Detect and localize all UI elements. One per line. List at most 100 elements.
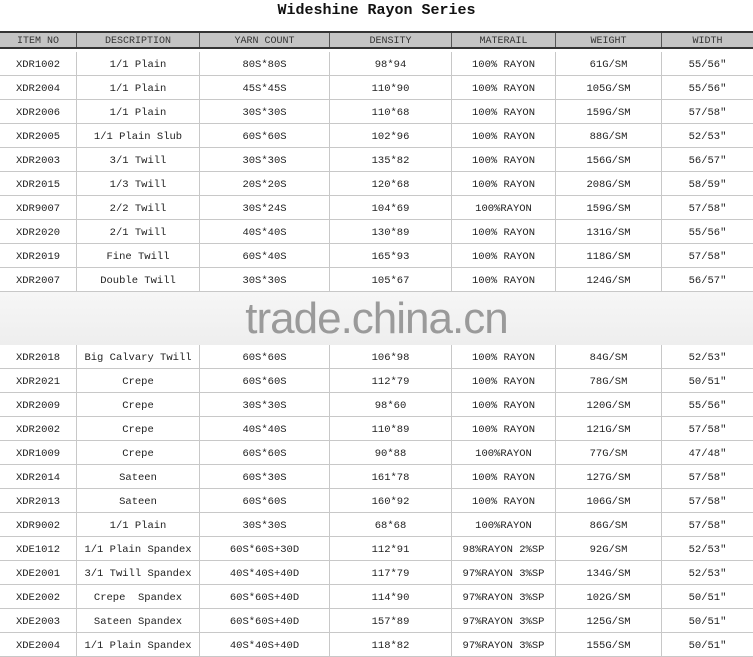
cell-item-no: XDR2007	[0, 268, 77, 291]
cell-weight: 120G/SM	[556, 393, 662, 416]
cell-density: 135*82	[330, 148, 452, 171]
cell-density: 105*67	[330, 268, 452, 291]
header-weight: WEIGHT	[556, 33, 662, 47]
cell-weight: 134G/SM	[556, 561, 662, 584]
cell-item-no: XDE1012	[0, 537, 77, 560]
table-row: XDR2014 Sateen 60S*30S 161*78 100% RAYON 127G…	[0, 465, 753, 489]
cell-item-no: XDR2019	[0, 244, 77, 267]
cell-item-no: XDR2004	[0, 76, 77, 99]
table-row: XDR2021 Crepe 60S*60S 112*79 100% RAYON 78G/S…	[0, 369, 753, 393]
cell-material: 100% RAYON	[452, 124, 556, 147]
cell-yarn-count: 60S*60S+30D	[200, 537, 330, 560]
cell-description: Sateen	[77, 489, 200, 512]
cell-width: 56/57"	[688, 154, 727, 167]
cell-weight: 86G/SM	[556, 513, 662, 536]
cell-material: 100%RAYON	[452, 513, 556, 536]
cell-yarn-count: 60S*60S	[200, 489, 330, 512]
cell-item-no: XDE2002	[0, 585, 77, 608]
cell-yarn-count: 40S*40S+40D	[200, 561, 330, 584]
cell-item-no: XDR2009	[0, 393, 77, 416]
cell-item-no: XDE2003	[0, 609, 77, 632]
cell-material: 100%RAYON	[452, 441, 556, 464]
header-yarn-count: YARN COUNT	[200, 33, 330, 47]
cell-weight: 77G/SM	[556, 441, 662, 464]
header-material: MATERAIL	[452, 33, 556, 47]
cell-width: 55/56"	[688, 82, 727, 95]
cell-density: 160*92	[330, 489, 452, 512]
cell-density: 130*89	[330, 220, 452, 243]
cell-item-no: XDR2006	[0, 100, 77, 123]
cell-weight: 84G/SM	[556, 345, 662, 368]
table-row: XDR2003 3/1 Twill 30S*30S 135*82 100% RAYON 1…	[0, 148, 753, 172]
table-row: XDR2020 2/1 Twill 40S*40S 130*89 100% RAYON 1…	[0, 220, 753, 244]
cell-width: 50/51"	[688, 591, 727, 604]
cell-yarn-count: 80S*80S	[200, 52, 330, 75]
cell-material: 98%RAYON 2%SP	[452, 537, 556, 560]
cell-item-no: XDR2003	[0, 148, 77, 171]
cell-weight: 124G/SM	[556, 268, 662, 291]
cell-description: 1/1 Plain Spandex	[77, 537, 200, 560]
table-row: XDE2003 Sateen Spandex 60S*60S+40D 157*89 97…	[0, 609, 753, 633]
cell-weight: 156G/SM	[556, 148, 662, 171]
cell-description: 2/2 Twill	[77, 196, 200, 219]
cell-material: 97%RAYON 3%SP	[452, 609, 556, 632]
watermark-band	[0, 292, 753, 345]
cell-material: 100% RAYON	[452, 489, 556, 512]
cell-description: Crepe	[77, 417, 200, 440]
cell-material: 100% RAYON	[452, 244, 556, 267]
cell-width: 52/53"	[688, 351, 727, 364]
cell-description: 1/3 Twill	[77, 172, 200, 195]
cell-material: 100%RAYON	[452, 196, 556, 219]
cell-description: 1/1 Plain Spandex	[77, 633, 200, 656]
cell-width: 57/58"	[688, 250, 727, 263]
cell-description: Sateen	[77, 465, 200, 488]
cell-weight: 78G/SM	[556, 369, 662, 392]
cell-density: 106*98	[330, 345, 452, 368]
cell-yarn-count: 30S*24S	[200, 196, 330, 219]
cell-density: 120*68	[330, 172, 452, 195]
cell-width: 57/58"	[688, 471, 727, 484]
cell-density: 114*90	[330, 585, 452, 608]
table-row: XDR2015 1/3 Twill 20S*20S 120*68 100% RAYON 2…	[0, 172, 753, 196]
table-row: XDR2007 Double Twill 30S*30S 105*67 100% RAY…	[0, 268, 753, 292]
cell-density: 161*78	[330, 465, 452, 488]
cell-density: 104*69	[330, 196, 452, 219]
table-row: XDR1009 Crepe 60S*60S 90*88 100%RAYON 77G/SM 4…	[0, 441, 753, 465]
cell-density: 102*96	[330, 124, 452, 147]
watermark: trade.china.cn	[245, 293, 508, 343]
cell-material: 100% RAYON	[452, 220, 556, 243]
header-density: DENSITY	[330, 33, 452, 47]
cell-description: 3/1 Twill	[77, 148, 200, 171]
cell-yarn-count: 20S*20S	[200, 172, 330, 195]
cell-weight: 159G/SM	[556, 196, 662, 219]
cell-yarn-count: 60S*60S	[200, 441, 330, 464]
cell-weight: 106G/SM	[556, 489, 662, 512]
cell-item-no: XDE2004	[0, 633, 77, 656]
cell-yarn-count: 60S*60S+40D	[200, 585, 330, 608]
cell-material: 100% RAYON	[452, 393, 556, 416]
cell-density: 110*90	[330, 76, 452, 99]
cell-material: 100% RAYON	[452, 268, 556, 291]
cell-description: Double Twill	[77, 268, 200, 291]
cell-item-no: XDR2018	[0, 345, 77, 368]
cell-description: 1/1 Plain	[77, 76, 200, 99]
cell-item-no: XDR2005	[0, 124, 77, 147]
cell-item-no: XDR2013	[0, 489, 77, 512]
table-row: XDR2005 1/1 Plain Slub 60S*60S 102*96 100% R…	[0, 124, 753, 148]
cell-density: 98*94	[330, 52, 452, 75]
table-row: XDR9002 1/1 Plain 30S*30S 68*68 100%RAYON 86G…	[0, 513, 753, 537]
cell-yarn-count: 60S*40S	[200, 244, 330, 267]
cell-weight: 61G/SM	[556, 52, 662, 75]
cell-description: 1/1 Plain	[77, 100, 200, 123]
cell-weight: 155G/SM	[556, 633, 662, 656]
cell-width: 52/53"	[688, 543, 727, 556]
table-row: XDR2013 Sateen 60S*60S 160*92 100% RAYON 106G…	[0, 489, 753, 513]
cell-yarn-count: 60S*60S	[200, 345, 330, 368]
cell-description: 2/1 Twill	[77, 220, 200, 243]
cell-material: 100% RAYON	[452, 345, 556, 368]
cell-item-no: XDR1009	[0, 441, 77, 464]
cell-description: 1/1 Plain Slub	[77, 124, 200, 147]
cell-width: 55/56"	[688, 226, 727, 239]
table-row: XDR1002 1/1 Plain 80S*80S 98*94 100% RAYON 61…	[0, 52, 753, 76]
cell-item-no: XDR2014	[0, 465, 77, 488]
